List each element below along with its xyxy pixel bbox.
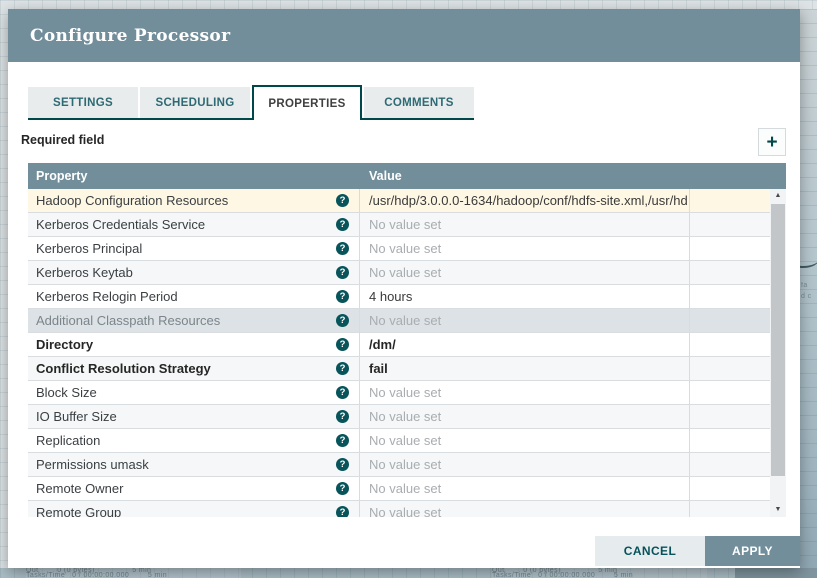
- dialog-header: Configure Processor: [8, 9, 800, 62]
- column-header-property: Property: [28, 169, 360, 183]
- property-value[interactable]: No value set: [360, 261, 690, 284]
- table-header: Property Value: [28, 163, 786, 189]
- property-name: Conflict Resolution Strategy: [36, 361, 336, 376]
- background-fragment: fad c: [801, 280, 817, 306]
- property-name: Block Size: [36, 385, 336, 400]
- property-value[interactable]: No value set: [360, 477, 690, 500]
- property-value[interactable]: No value set: [360, 237, 690, 260]
- table-body: Hadoop Configuration Resources?/usr/hdp/…: [28, 189, 786, 517]
- property-cell: Kerberos Principal?: [28, 237, 360, 260]
- property-name: Remote Group: [36, 505, 336, 517]
- property-name: Replication: [36, 433, 336, 448]
- help-icon[interactable]: ?: [336, 458, 349, 471]
- property-cell: Remote Owner?: [28, 477, 360, 500]
- property-name: Kerberos Credentials Service: [36, 217, 336, 232]
- tab-settings[interactable]: SETTINGS: [28, 87, 138, 118]
- property-name: Kerberos Principal: [36, 241, 336, 256]
- add-property-button[interactable]: +: [758, 128, 786, 156]
- property-cell: Block Size?: [28, 381, 360, 404]
- table-row[interactable]: IO Buffer Size?No value set: [28, 405, 786, 429]
- property-value[interactable]: 4 hours: [360, 285, 690, 308]
- help-icon[interactable]: ?: [336, 482, 349, 495]
- help-icon[interactable]: ?: [336, 266, 349, 279]
- table-row[interactable]: Kerberos Relogin Period?4 hours: [28, 285, 786, 309]
- table-row[interactable]: Kerberos Principal?No value set: [28, 237, 786, 261]
- background-fragment: Out 0 (0 bytes) 5 minTasks/Time 0 / 00:0…: [26, 568, 241, 578]
- tab-bar: SETTINGSSCHEDULINGPROPERTIESCOMMENTS: [28, 85, 474, 120]
- property-value[interactable]: No value set: [360, 501, 690, 517]
- help-icon[interactable]: ?: [336, 506, 349, 517]
- table-row[interactable]: Hadoop Configuration Resources?/usr/hdp/…: [28, 189, 786, 213]
- table-row[interactable]: Conflict Resolution Strategy?fail: [28, 357, 786, 381]
- property-name: IO Buffer Size: [36, 409, 336, 424]
- property-cell: Directory?: [28, 333, 360, 356]
- help-icon[interactable]: ?: [336, 290, 349, 303]
- scroll-up-icon[interactable]: ▲: [770, 189, 786, 203]
- table-row[interactable]: Directory?/dm/: [28, 333, 786, 357]
- property-cell: Kerberos Keytab?: [28, 261, 360, 284]
- column-header-value: Value: [360, 169, 786, 183]
- required-field-hint: Required field: [21, 133, 104, 147]
- table-row[interactable]: Kerberos Credentials Service?No value se…: [28, 213, 786, 237]
- property-value[interactable]: No value set: [360, 309, 690, 332]
- property-name: Kerberos Relogin Period: [36, 289, 336, 304]
- help-icon[interactable]: ?: [336, 338, 349, 351]
- property-value[interactable]: No value set: [360, 213, 690, 236]
- help-icon[interactable]: ?: [336, 242, 349, 255]
- property-value[interactable]: /dm/: [360, 333, 690, 356]
- table-row[interactable]: Remote Group?No value set: [28, 501, 786, 517]
- background-fragment: Out 0 (0 bytes) 5 minTasks/Time 0 / 00:0…: [492, 568, 707, 578]
- property-cell: Kerberos Relogin Period?: [28, 285, 360, 308]
- property-name: Hadoop Configuration Resources: [36, 193, 336, 208]
- property-value[interactable]: No value set: [360, 453, 690, 476]
- property-value[interactable]: fail: [360, 357, 690, 380]
- property-cell: Conflict Resolution Strategy?: [28, 357, 360, 380]
- help-icon[interactable]: ?: [336, 218, 349, 231]
- property-cell: Additional Classpath Resources?: [28, 309, 360, 332]
- properties-table: Property Value Hadoop Configuration Reso…: [28, 163, 786, 517]
- tab-properties[interactable]: PROPERTIES: [252, 85, 362, 120]
- table-row[interactable]: Permissions umask?No value set: [28, 453, 786, 477]
- scrollbar-thumb[interactable]: [771, 204, 785, 476]
- property-name: Directory: [36, 337, 336, 352]
- property-value[interactable]: No value set: [360, 429, 690, 452]
- help-icon[interactable]: ?: [336, 386, 349, 399]
- property-name: Additional Classpath Resources: [36, 313, 336, 328]
- property-value[interactable]: No value set: [360, 381, 690, 404]
- table-row[interactable]: Additional Classpath Resources?No value …: [28, 309, 786, 333]
- property-cell: Replication?: [28, 429, 360, 452]
- cancel-button[interactable]: CANCEL: [595, 536, 705, 566]
- canvas-dark-patch: [735, 568, 817, 578]
- property-value[interactable]: /usr/hdp/3.0.0.0-1634/hadoop/conf/hdfs-s…: [360, 189, 690, 212]
- help-icon[interactable]: ?: [336, 194, 349, 207]
- property-name: Kerberos Keytab: [36, 265, 336, 280]
- table-row[interactable]: Replication?No value set: [28, 429, 786, 453]
- property-cell: Remote Group?: [28, 501, 360, 517]
- apply-button[interactable]: APPLY: [705, 536, 800, 566]
- property-cell: Kerberos Credentials Service?: [28, 213, 360, 236]
- table-row[interactable]: Kerberos Keytab?No value set: [28, 261, 786, 285]
- configure-processor-dialog: Configure Processor SETTINGSSCHEDULINGPR…: [8, 9, 800, 568]
- help-icon[interactable]: ?: [336, 314, 349, 327]
- scroll-down-icon[interactable]: ▼: [770, 503, 786, 517]
- property-value[interactable]: No value set: [360, 405, 690, 428]
- property-name: Remote Owner: [36, 481, 336, 496]
- tab-scheduling[interactable]: SCHEDULING: [140, 87, 250, 118]
- table-row[interactable]: Remote Owner?No value set: [28, 477, 786, 501]
- property-name: Permissions umask: [36, 457, 336, 472]
- property-cell: IO Buffer Size?: [28, 405, 360, 428]
- vertical-scrollbar[interactable]: ▲ ▼: [770, 189, 786, 517]
- tab-comments[interactable]: COMMENTS: [364, 87, 474, 118]
- property-cell: Permissions umask?: [28, 453, 360, 476]
- dialog-title: Configure Processor: [30, 26, 230, 46]
- tab-underline: [28, 118, 474, 120]
- help-icon[interactable]: ?: [336, 362, 349, 375]
- help-icon[interactable]: ?: [336, 434, 349, 447]
- property-cell: Hadoop Configuration Resources?: [28, 189, 360, 212]
- table-row[interactable]: Block Size?No value set: [28, 381, 786, 405]
- help-icon[interactable]: ?: [336, 410, 349, 423]
